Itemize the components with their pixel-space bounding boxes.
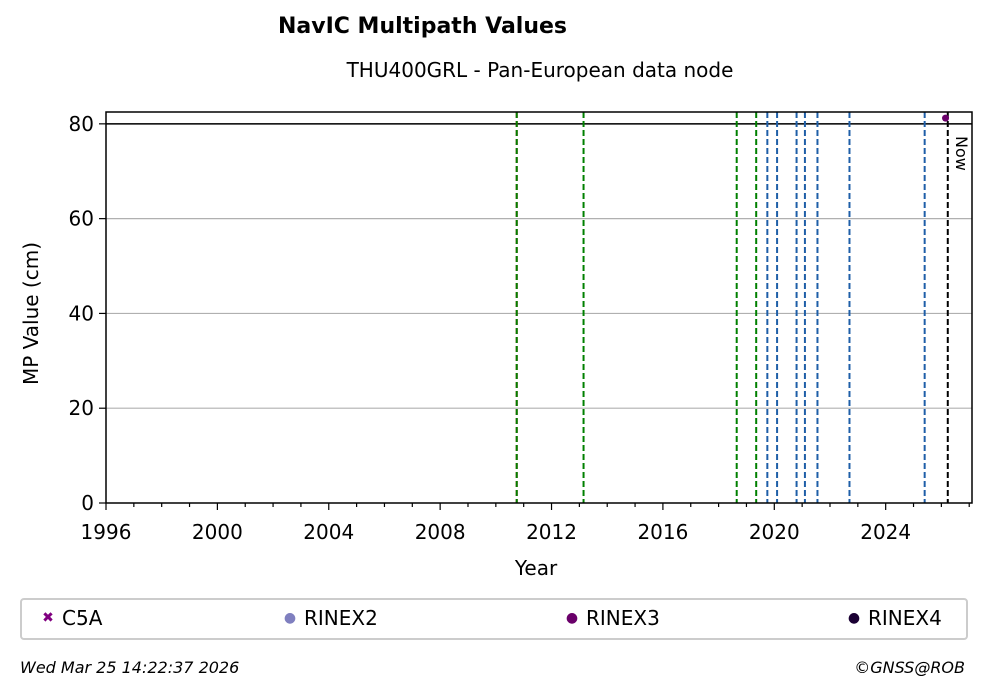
plot-frame (105, 111, 973, 504)
y-tick-label: 40 (69, 301, 94, 325)
x-axis-label: Year (514, 556, 558, 580)
legend-item-rinex3: ● RINEX3 (564, 606, 660, 630)
chart-area: Now 1996 2000 2004 2008 2012 2016 2020 2024 0 20 40… (19, 111, 973, 580)
x-tick-label: 2024 (860, 520, 911, 544)
legend-marker-x-icon: ✖ (42, 610, 54, 626)
x-tick-label: 2000 (192, 520, 243, 544)
y-tick-label: 60 (69, 207, 94, 231)
legend-item-rinex2: ● RINEX2 (282, 606, 378, 630)
x-tick-label: 2008 (415, 520, 466, 544)
x-tick-label: 2012 (526, 520, 577, 544)
x-tick-label: 2016 (637, 520, 688, 544)
legend-item-c5a: ✖ C5A (40, 606, 102, 630)
now-label: Now (952, 136, 971, 171)
y-tick-label: 80 (69, 112, 94, 136)
data-point (942, 114, 950, 122)
chart-title: NavIC Multipath Values (277, 14, 568, 39)
footer-credit: ©GNSS@ROB (854, 658, 965, 677)
x-tick-label: 1996 (81, 520, 132, 544)
legend-label: C5A (62, 606, 103, 630)
y-tick-label: 0 (81, 491, 94, 515)
chart-subtitle: THU400GRL - Pan-European data node (346, 58, 734, 82)
legend-marker-dot-icon: ● (847, 610, 861, 626)
footer-timestamp: Wed Mar 25 14:22:37 2026 (20, 658, 240, 677)
legend-label: RINEX4 (868, 606, 942, 630)
x-tick-label: 2020 (749, 520, 800, 544)
legend: ✖ C5A ● RINEX2 ● RINEX3 ● RINEX4 (20, 598, 968, 640)
legend-marker-dot-icon: ● (283, 610, 297, 626)
legend-label: RINEX3 (586, 606, 660, 630)
x-tick-label: 2004 (303, 520, 354, 544)
legend-marker-dot-icon: ● (565, 610, 579, 626)
legend-item-rinex4: ● RINEX4 (846, 606, 942, 630)
y-axis-label: MP Value (cm) (19, 242, 43, 385)
legend-label: RINEX2 (304, 606, 378, 630)
y-tick-label: 20 (69, 396, 94, 420)
